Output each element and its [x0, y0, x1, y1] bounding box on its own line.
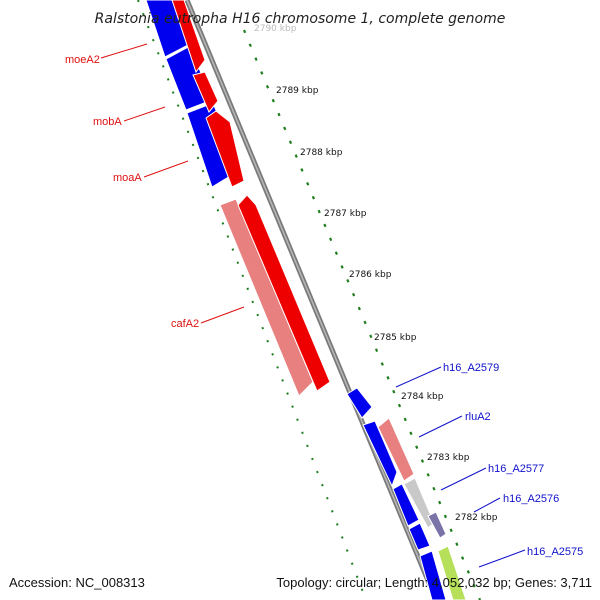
cds-h16_A2576[interactable]	[392, 483, 420, 527]
rna-cafA2[interactable]	[219, 198, 314, 397]
kbp-label: 2790 kbp	[254, 24, 297, 34]
gene-label-moaA[interactable]: moaA	[113, 172, 142, 184]
gene-label-h16_A2577[interactable]: h16_A2577	[488, 463, 544, 475]
map-title: Ralstonia eutropha H16 chromosome 1, com…	[95, 11, 506, 27]
kbp-label: 2786 kbp	[349, 270, 392, 280]
kbp-scale-labels: 2790 kbp 2789 kbp 2788 kbp 2787 kbp 2786…	[254, 24, 498, 523]
gene-label-mobA[interactable]: mobA	[93, 116, 122, 128]
backbone	[184, 0, 439, 600]
kbp-label: 2788 kbp	[300, 148, 343, 158]
kbp-label: 2785 kbp	[374, 333, 417, 343]
cds-h16_A2577[interactable]	[362, 420, 398, 488]
rna-rluA2[interactable]	[377, 417, 415, 482]
kbp-label: 2787 kbp	[324, 209, 367, 219]
kbp-label: 2782 kbp	[455, 513, 498, 523]
gene-label-moeA2[interactable]: moeA2	[65, 54, 100, 66]
outer-guide-track	[137, 0, 367, 600]
cds-h16_A2579[interactable]	[346, 387, 373, 419]
forward-strand-features	[171, 0, 467, 600]
gene-lightgreen-2575[interactable]	[437, 545, 467, 600]
gene-label-h16_A2575[interactable]: h16_A2575	[527, 546, 583, 558]
cds-h16_A2576b[interactable]	[408, 522, 431, 551]
cds-moaA-forward[interactable]	[205, 110, 245, 188]
cds-h16_A2575[interactable]	[419, 550, 447, 600]
gene-label-h16_A2576[interactable]: h16_A2576	[503, 493, 559, 505]
gene-leaders	[100, 43, 526, 568]
kbp-label: 2789 kbp	[276, 86, 319, 96]
gene-label-h16_A2579[interactable]: h16_A2579	[443, 362, 499, 374]
gene-purple-2576[interactable]	[427, 511, 447, 539]
kbp-label: 2783 kbp	[427, 453, 470, 463]
topology-text: Topology: circular; Length: 4,052,032 bp…	[276, 575, 592, 590]
accession-text: Accession: NC_008313	[9, 575, 145, 590]
kbp-label: 2784 kbp	[401, 392, 444, 402]
cds-mobA-forward[interactable]	[192, 71, 219, 113]
cds-moeA2-forward[interactable]	[171, 0, 206, 74]
gene-labels: moeA2 mobA moaA cafA2 h16_A2579 rluA2 h1…	[65, 54, 583, 558]
gene-label-cafA2[interactable]: cafA2	[171, 318, 199, 330]
gene-label-rluA2[interactable]: rluA2	[465, 411, 491, 423]
cds-cafA2[interactable]	[237, 194, 331, 392]
